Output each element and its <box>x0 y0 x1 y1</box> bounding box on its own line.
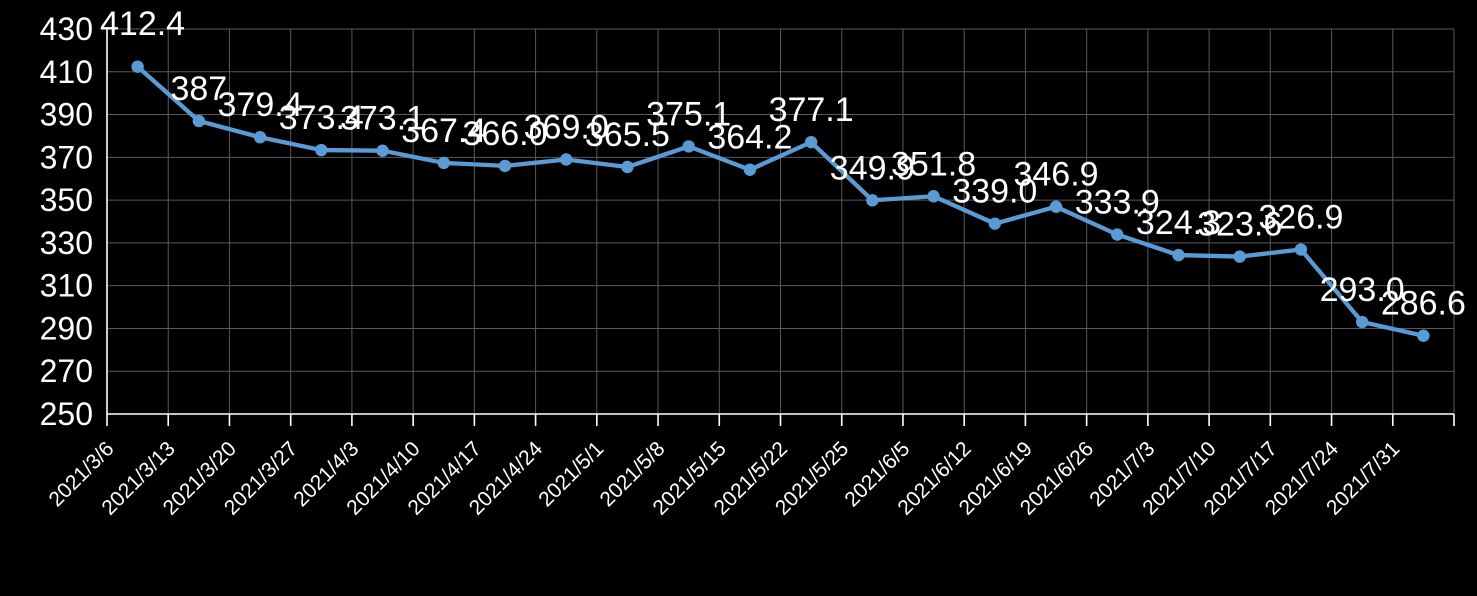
svg-text:330: 330 <box>40 225 93 261</box>
svg-text:390: 390 <box>40 97 93 133</box>
svg-text:326.9: 326.9 <box>1258 199 1343 237</box>
svg-text:286.6: 286.6 <box>1381 285 1466 323</box>
svg-text:310: 310 <box>40 268 93 304</box>
svg-text:250: 250 <box>40 396 93 432</box>
svg-text:377.1: 377.1 <box>769 91 854 129</box>
svg-text:430: 430 <box>40 11 93 47</box>
svg-text:370: 370 <box>40 139 93 175</box>
svg-text:270: 270 <box>40 353 93 389</box>
svg-text:350: 350 <box>40 182 93 218</box>
svg-text:412.4: 412.4 <box>100 5 185 43</box>
svg-text:290: 290 <box>40 310 93 346</box>
svg-text:410: 410 <box>40 54 93 90</box>
